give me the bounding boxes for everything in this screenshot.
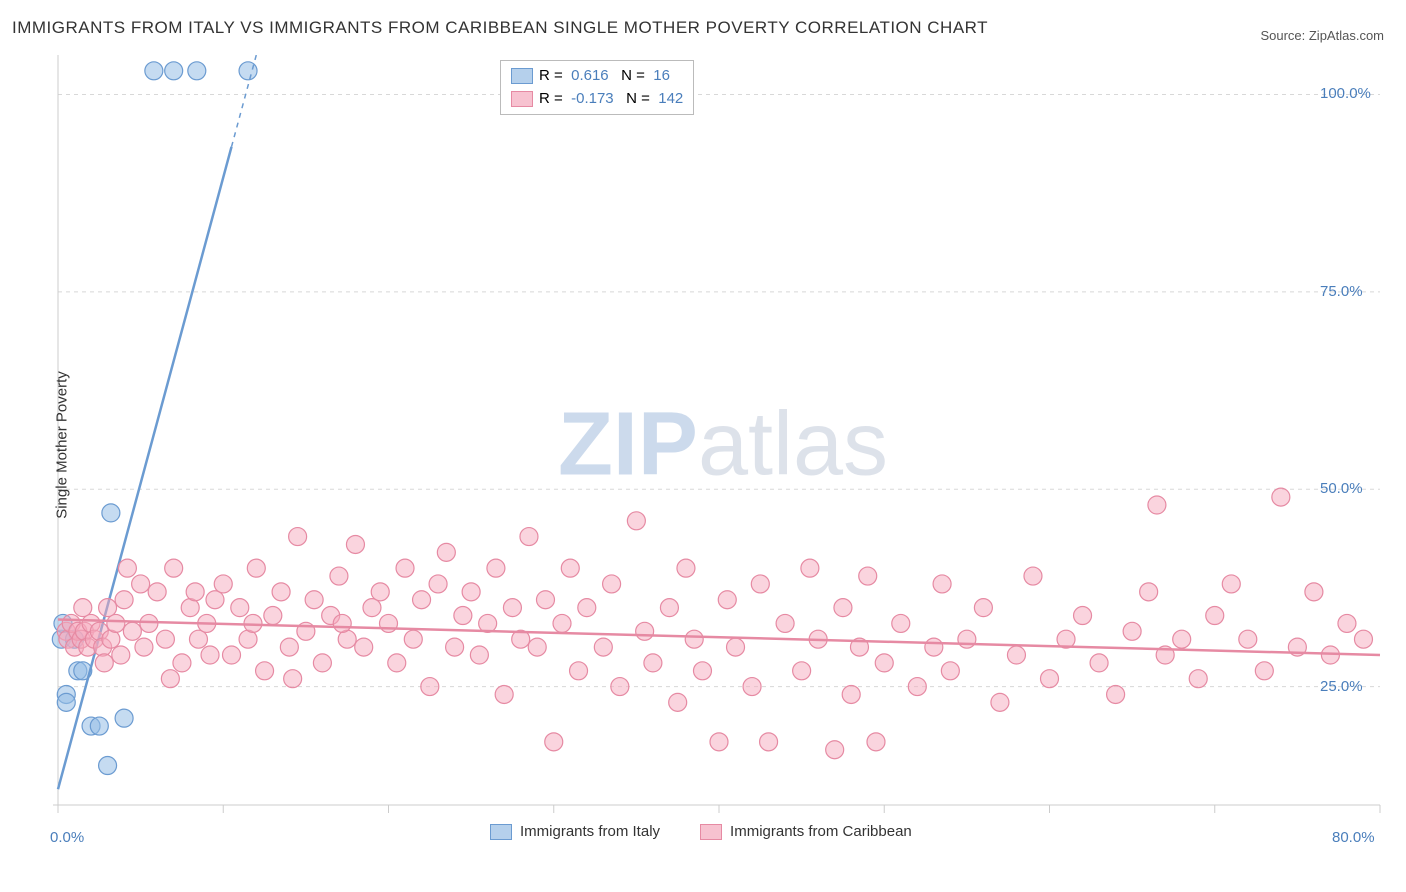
legend-swatch (511, 91, 533, 107)
axis-tick-label: 50.0% (1320, 480, 1363, 497)
axis-tick-label: 80.0% (1332, 829, 1375, 846)
legend-item: Immigrants from Italy (490, 823, 660, 840)
legend-stats: R = 0.616 N = 16 (539, 65, 670, 88)
legend-swatch (511, 68, 533, 84)
axis-tick-label: 0.0% (50, 829, 84, 846)
source-attribution: Source: ZipAtlas.com (1260, 28, 1384, 43)
legend-series-name: Immigrants from Italy (520, 823, 660, 840)
legend-stats: R = -0.173 N = 142 (539, 88, 683, 111)
plot-area: Single Mother Poverty ZIPatlas R = 0.616… (50, 55, 1396, 835)
legend-swatch (700, 824, 722, 840)
legend-row: R = -0.173 N = 142 (511, 88, 683, 111)
legend-swatch (490, 824, 512, 840)
axis-tick-label: 75.0% (1320, 283, 1363, 300)
legend-item: Immigrants from Caribbean (700, 823, 912, 840)
legend-series-name: Immigrants from Caribbean (730, 823, 912, 840)
y-axis-label: Single Mother Poverty (54, 371, 71, 519)
legend-row: R = 0.616 N = 16 (511, 65, 683, 88)
chart-title: IMMIGRANTS FROM ITALY VS IMMIGRANTS FROM… (12, 18, 988, 38)
axis-tick-label: 25.0% (1320, 678, 1363, 695)
scatter-chart (50, 55, 1396, 835)
correlation-legend: R = 0.616 N = 16R = -0.173 N = 142 (500, 60, 694, 115)
series-legend: Immigrants from Italy Immigrants from Car… (490, 823, 912, 840)
axis-tick-label: 100.0% (1320, 85, 1371, 102)
